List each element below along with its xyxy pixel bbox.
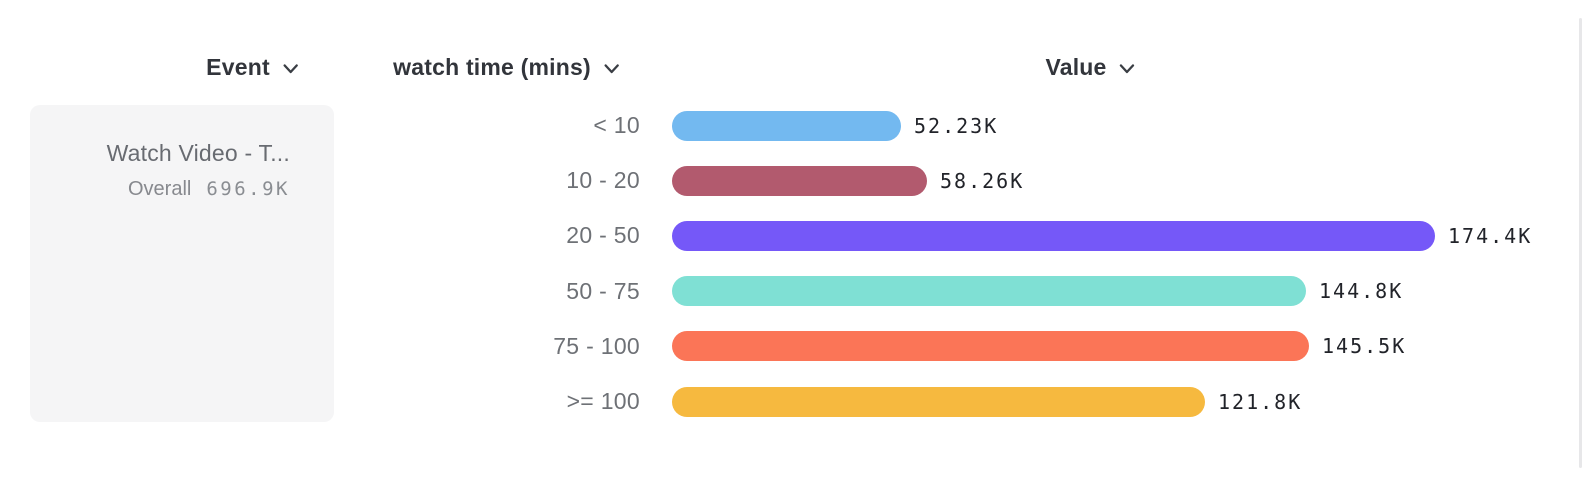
bar-row: 10 - 20 58.26K (0, 153, 1584, 208)
bar-zone: 121.8K (672, 386, 1584, 417)
event-title: Watch Video - T... (106, 140, 290, 166)
bar-zone: 144.8K (672, 276, 1584, 307)
value-label: 174.4K (1448, 223, 1533, 248)
bar-zone: 58.26K (672, 165, 1584, 196)
bar-zone: 145.5K (672, 331, 1584, 362)
bar[interactable] (672, 165, 927, 196)
category-label: 50 - 75 (566, 277, 640, 304)
column-header-event[interactable]: Event (206, 53, 298, 81)
chevron-down-icon (604, 63, 619, 74)
bar-zone: 52.23K (672, 110, 1584, 141)
bar-row: < 10 52.23K (0, 98, 1584, 153)
bar-chart-rows: < 10 52.23K 10 - 20 58.26K 20 - 50 174.4K 50 -… (0, 98, 1584, 429)
column-header-value[interactable]: Value (1045, 53, 1135, 81)
category-label: < 10 (593, 112, 640, 139)
bar[interactable] (672, 276, 1306, 307)
category-label: 20 - 50 (566, 222, 640, 249)
bar-row: 50 - 75 144.8K (0, 264, 1584, 319)
category-label: 10 - 20 (566, 167, 640, 194)
column-header-watch-time-label: watch time (mins) (393, 53, 591, 80)
event-card[interactable]: Watch Video - T... Overall 696.9K (30, 105, 334, 422)
bar[interactable] (672, 386, 1205, 417)
bar-row: 75 - 100 145.5K (0, 319, 1584, 374)
column-header-event-label: Event (206, 53, 270, 80)
value-label: 58.26K (940, 168, 1025, 193)
value-label: 145.5K (1322, 334, 1407, 359)
column-header-value-label: Value (1045, 53, 1107, 80)
bar[interactable] (672, 331, 1309, 362)
bar-row: >= 100 121.8K (0, 374, 1584, 429)
value-label: 121.8K (1218, 389, 1303, 414)
chevron-down-icon (1119, 63, 1135, 74)
bar-row: 20 - 50 174.4K (0, 208, 1584, 263)
value-label: 52.23K (914, 113, 999, 138)
overall-value: 696.9K (206, 178, 290, 200)
category-label: 75 - 100 (553, 332, 640, 359)
chevron-down-icon (283, 63, 298, 74)
scrollbar-track[interactable] (1579, 18, 1582, 468)
bar-zone: 174.4K (672, 220, 1584, 251)
category-label: >= 100 (566, 388, 640, 415)
column-header-watch-time[interactable]: watch time (mins) (393, 53, 619, 81)
bar[interactable] (672, 220, 1435, 251)
value-label: 144.8K (1319, 279, 1404, 304)
overall-label: Overall (128, 178, 192, 200)
bar[interactable] (672, 110, 901, 141)
event-overall-row: Overall 696.9K (50, 177, 290, 202)
